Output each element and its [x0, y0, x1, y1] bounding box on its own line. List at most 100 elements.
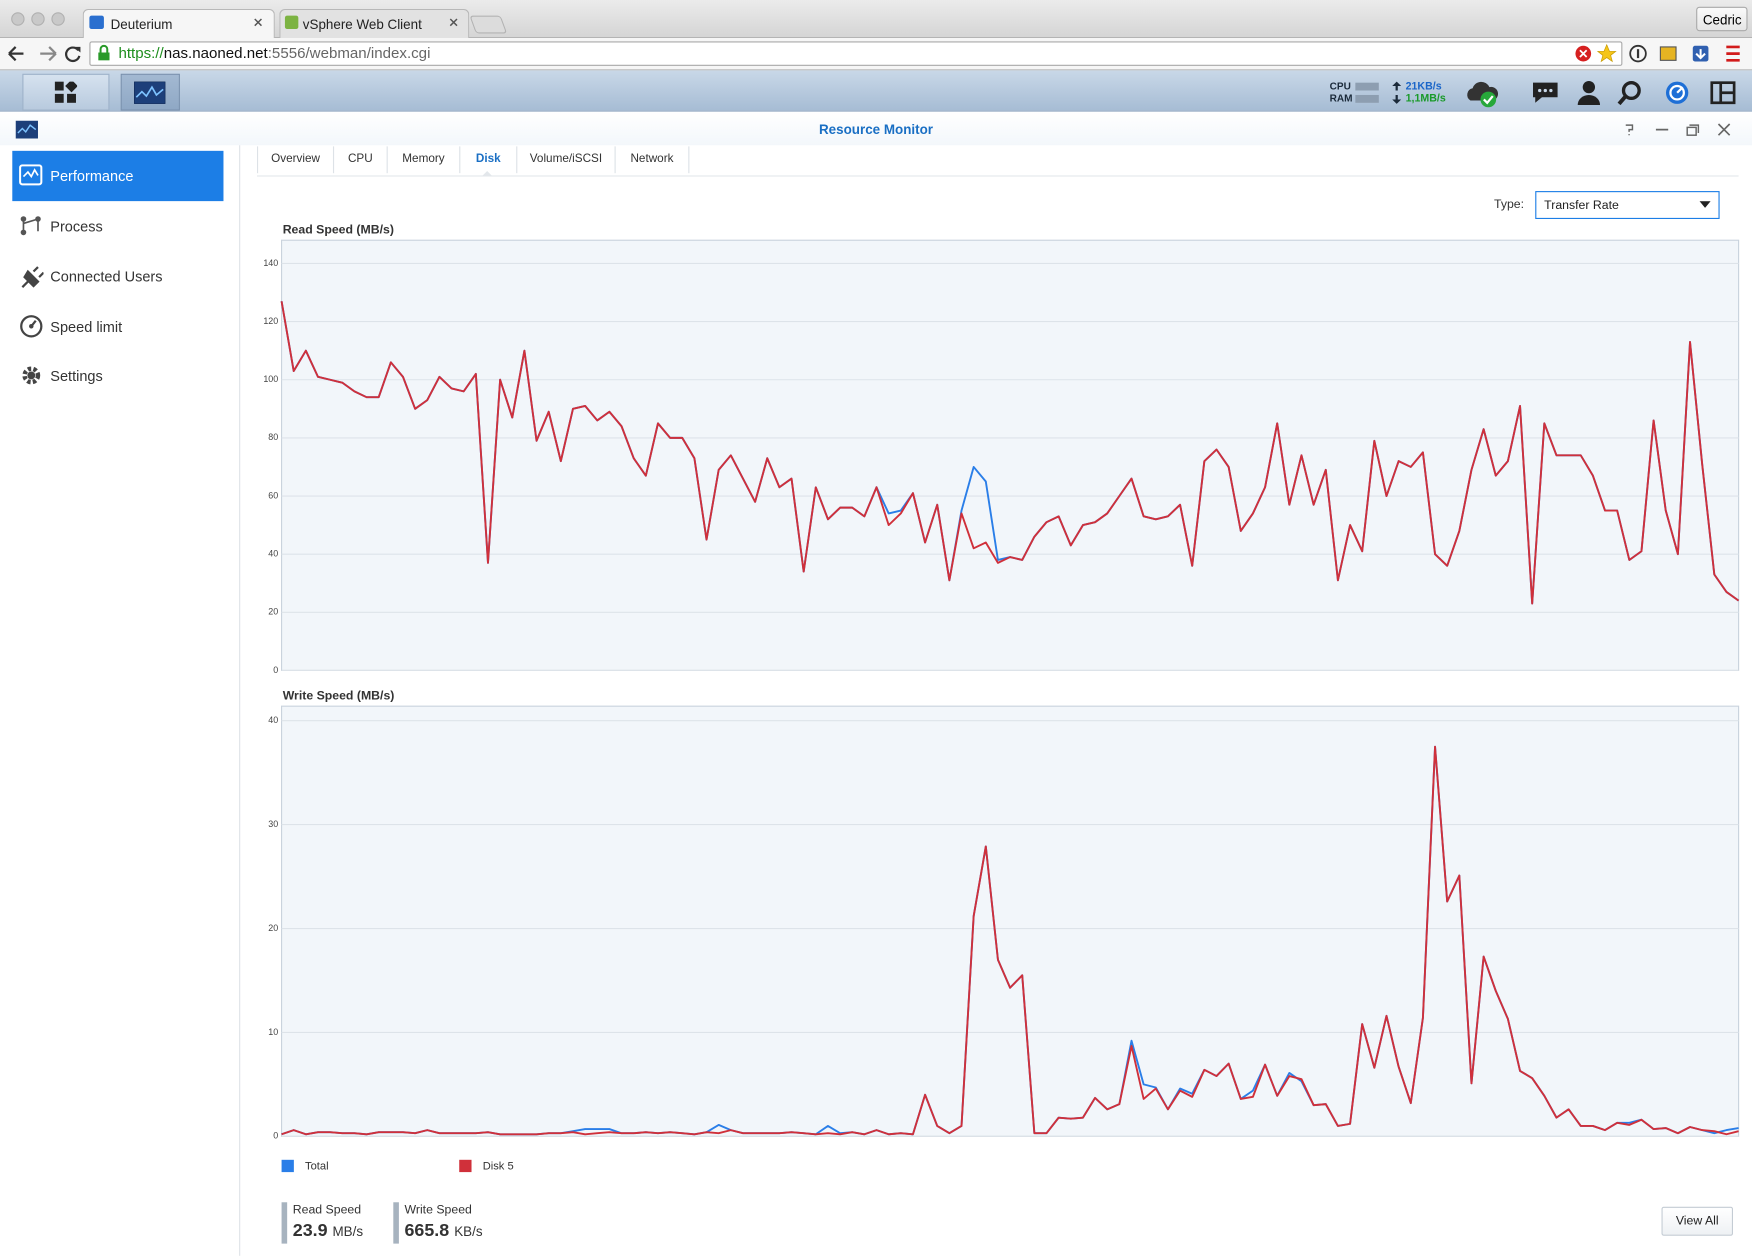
type-select[interactable]: Transfer Rate	[1535, 191, 1720, 220]
y-tick-label: 60	[268, 490, 278, 500]
favicon	[89, 15, 104, 30]
y-tick-label: 20	[268, 923, 278, 933]
view-all-button[interactable]: View All	[1661, 1206, 1734, 1236]
button-label: View All	[1675, 1214, 1719, 1228]
stat-bar	[393, 1202, 399, 1244]
type-value: Transfer Rate	[1544, 198, 1619, 213]
sidebar-label: Connected Users	[50, 268, 163, 285]
series-line	[280, 301, 1740, 605]
tab[interactable]: Network	[616, 152, 689, 165]
extension-icons[interactable]	[1573, 42, 1752, 64]
browser-tab[interactable]: vSphere Web Client	[279, 8, 470, 38]
sidebar-label: Process	[50, 217, 103, 235]
transfer-arrows	[1392, 81, 1402, 104]
active-tab-marker	[481, 170, 493, 177]
tab-title: Deuterium	[110, 16, 173, 33]
tab-label: Disk	[475, 151, 501, 166]
sidebar-item[interactable]: Performance	[12, 150, 224, 202]
legend-label: Total	[305, 1160, 329, 1172]
tab-label: Overview	[271, 151, 320, 166]
plot-area	[281, 239, 1740, 671]
y-tick-label: 10	[268, 1027, 278, 1037]
dropdown-arrow	[1699, 201, 1711, 208]
y-tick-label: 0	[273, 1131, 278, 1141]
tab-close[interactable]	[253, 17, 264, 28]
sidebar-item[interactable]: Settings	[12, 351, 223, 401]
tab-label: Memory	[402, 151, 445, 166]
stat-unit: MB/s	[332, 1223, 364, 1240]
y-tick-label: 20	[268, 607, 278, 617]
ram-label: RAM	[1329, 92, 1353, 104]
profile-button[interactable]: Cedric	[1696, 6, 1748, 32]
window-zoom[interactable]	[51, 12, 65, 26]
window-close[interactable]	[11, 12, 25, 26]
sidebar-item[interactable]: Connected Users	[12, 251, 223, 301]
download-rate: 1,1MB/s	[1405, 92, 1446, 106]
chart-title: Write Speed (MB/s)	[283, 688, 395, 702]
tab-separator	[516, 146, 518, 174]
tab-separator	[256, 146, 259, 174]
y-tick-label: 40	[268, 549, 278, 559]
sidebar-icons	[19, 164, 44, 385]
url-scheme: https://	[118, 44, 164, 62]
sidebar-divider	[239, 145, 241, 1256]
series-line	[281, 745, 1739, 1136]
lock-icon	[98, 44, 110, 61]
tab-baseline	[256, 175, 1739, 177]
tab-separator	[688, 146, 690, 174]
tab[interactable]: Disk	[460, 152, 516, 165]
ram-bar	[1355, 94, 1379, 103]
url: https://nas.naoned.net:5556/webman/index…	[118, 45, 430, 62]
url-path: :5556/webman/index.cgi	[267, 44, 431, 62]
browser-tab[interactable]: Deuterium	[82, 8, 275, 40]
sidebar-label: Speed limit	[50, 318, 123, 336]
stat-label: Read Speed	[292, 1203, 362, 1217]
window-controls[interactable]	[1620, 121, 1734, 139]
tab-separator	[614, 146, 616, 174]
taskbar-icons[interactable]	[1466, 78, 1752, 109]
tab-close[interactable]	[448, 17, 459, 28]
address-bar[interactable]	[89, 41, 1623, 66]
tab-label: CPU	[347, 151, 373, 166]
type-label: Type:	[1494, 197, 1525, 212]
plot-area	[281, 705, 1740, 1137]
stat-unit: KB/s	[454, 1223, 483, 1240]
main-menu-button[interactable]	[22, 73, 110, 111]
monitor-icon	[134, 81, 166, 104]
y-tick-label: 100	[263, 374, 278, 384]
tab-label: Network	[630, 151, 674, 166]
url-host: nas.naoned.net	[163, 44, 268, 62]
chart-title: Read Speed (MB/s)	[283, 222, 394, 236]
window-title: Resource Monitor	[819, 121, 933, 138]
tab-title: vSphere Web Client	[302, 16, 422, 33]
legend-swatch	[459, 1159, 472, 1173]
window-titlebar	[0, 111, 1752, 146]
legend-swatch	[281, 1159, 294, 1173]
stat-value: 665.8	[404, 1221, 450, 1241]
tab-separator	[459, 146, 461, 174]
y-tick-label: 40	[268, 715, 278, 725]
stat-value: 23.9	[292, 1221, 328, 1241]
sidebar-label: Settings	[50, 367, 103, 385]
cpu-label: CPU	[1329, 80, 1351, 92]
favicon	[284, 15, 299, 30]
stat-value-row: 23.9 MB/s	[293, 1221, 363, 1241]
stat-value-row: 665.8 KB/s	[404, 1221, 482, 1241]
y-tick-label: 0	[273, 665, 278, 675]
y-tick-label: 120	[263, 316, 278, 326]
window-minimize[interactable]	[31, 12, 45, 26]
stat-bar	[281, 1202, 288, 1244]
user-name: Cedric	[1702, 12, 1742, 28]
tab[interactable]: Overview	[258, 152, 333, 165]
sidebar-item[interactable]: Speed limit	[12, 302, 223, 352]
legend-label: Disk 5	[483, 1160, 514, 1172]
nav-buttons[interactable]	[7, 44, 83, 64]
tab[interactable]: Memory	[388, 152, 460, 165]
tab[interactable]: Volume/iSCSI	[517, 152, 614, 165]
sidebar-item[interactable]: Process	[12, 201, 223, 251]
stat-label: Write Speed	[404, 1203, 472, 1217]
tab[interactable]: CPU	[334, 152, 387, 165]
